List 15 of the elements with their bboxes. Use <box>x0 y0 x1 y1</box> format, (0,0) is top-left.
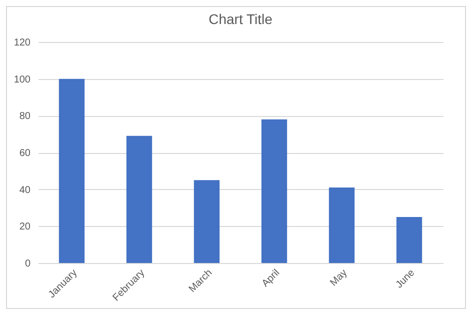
bar <box>194 180 220 263</box>
y-tick-label: 40 <box>19 184 31 196</box>
chart-title: Chart Title <box>208 11 273 27</box>
bar <box>261 119 288 263</box>
bar <box>328 187 355 263</box>
y-tick-label: 60 <box>19 148 31 159</box>
y-tick-label: 80 <box>19 111 31 122</box>
y-tick-label: 0 <box>24 258 31 270</box>
y-tick-label: 20 <box>19 222 31 233</box>
y-tick-label: 120 <box>14 38 31 48</box>
y-tick-label: 100 <box>14 74 31 86</box>
bar <box>126 136 152 263</box>
x-tick-label: May <box>328 268 350 289</box>
bar <box>58 78 85 263</box>
bar <box>396 216 422 263</box>
